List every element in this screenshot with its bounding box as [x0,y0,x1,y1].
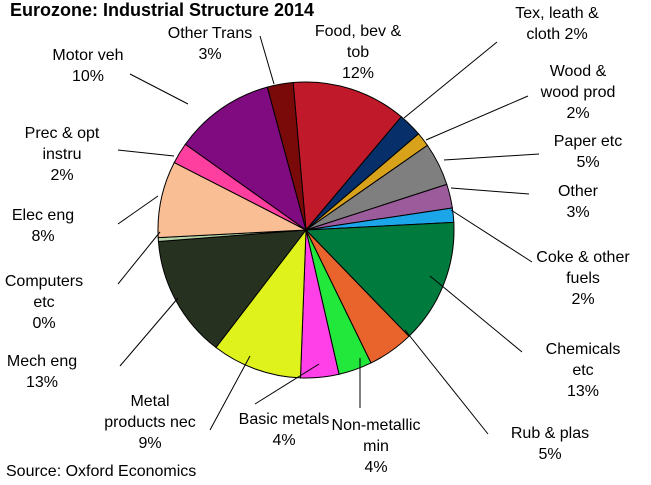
label-elec-eng: Elec eng 8% [12,207,74,245]
leader-line-motor-veh [129,73,189,105]
leader-line-paper-etc [443,153,540,161]
label-computers-etc: Computers etc 0% [5,273,83,332]
chart-title: Eurozone: Industrial Structure 2014 [10,0,314,20]
leader-line-rub-plas [404,329,489,435]
leader-line-wood-wood-prod [425,95,529,141]
label-rub-plas: Rub & plas 5% [511,425,589,463]
slice-metal-products-nec [215,228,307,379]
label-other: Other 3% [558,183,599,221]
label-coke-other-fuels: Coke & other fuels 2% [536,249,630,308]
slice-other-trans [266,82,307,231]
leader-line-coke-other-fuels [450,209,533,263]
leader-lines-layer [117,35,540,435]
label-tex-leath-cloth: Tex, leath & cloth 2% [515,5,599,43]
label-chemicals-etc: Chemicals etc 13% [546,341,621,400]
leader-line-tex-leath-cloth [403,41,498,119]
label-mech-eng: Mech eng 13% [7,353,77,391]
source-note: Source: Oxford Economics [6,463,196,480]
label-basic-metals: Basic metals 4% [239,411,330,449]
label-motor-veh: Motor veh 10% [52,47,123,85]
slices-layer [157,81,455,379]
leader-line-other [450,187,530,195]
leader-line-computers-etc [117,231,161,285]
leader-line-basic-metals [254,363,320,405]
slice-food-bev-tob [292,81,403,232]
label-wood-wood-prod: Wood & wood prod 2% [540,63,616,122]
leader-line-mech-eng [119,297,179,367]
leader-line-metal-products-nec [209,355,251,431]
labels-layer: Food, bev & tob 12% Tex, leath & cloth 2% Woo… [5,5,630,476]
leader-line-other-trans [259,35,275,85]
label-food-bev-tob: Food, bev & tob 12% [315,23,402,82]
label-non-metallic-min: Non-metallic min 4% [332,417,421,476]
label-metal-products-nec: Metal products nec 9% [104,393,196,452]
leader-line-elec-eng [117,195,159,225]
label-other-trans: Other Trans 3% [168,25,252,63]
slice-chemicals-etc [304,221,455,338]
slice-motor-veh [184,86,307,232]
label-paper-etc: Paper etc 5% [554,133,622,171]
leader-line-prec-opt-instru [117,149,175,157]
label-prec-opt-instru: Prec & opt instru 2% [25,125,100,184]
leader-line-chemicals-etc [429,275,523,353]
